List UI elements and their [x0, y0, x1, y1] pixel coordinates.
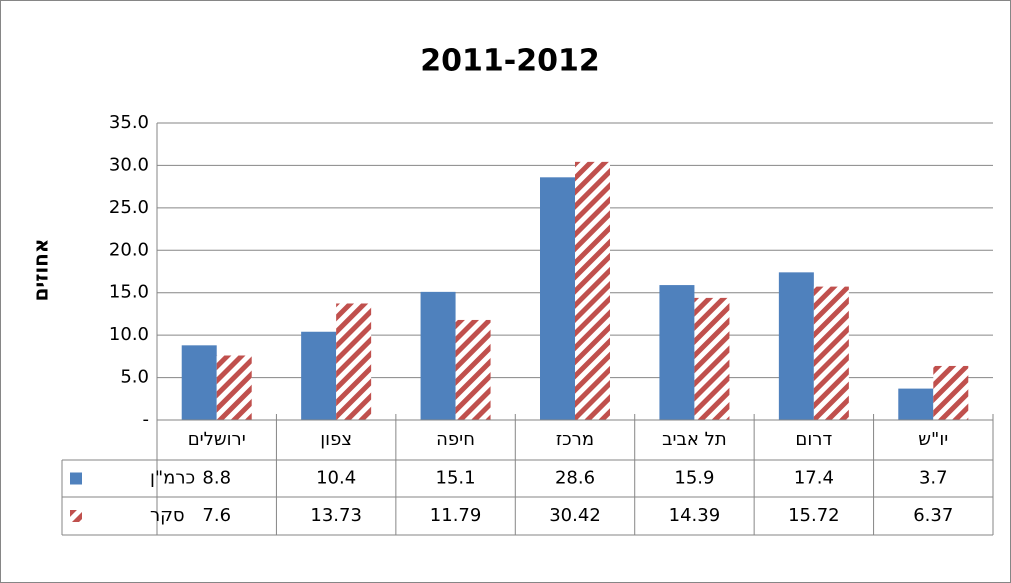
category-label: יו"ש — [918, 429, 948, 450]
bar — [216, 355, 252, 420]
legend-label: כרמ"ן — [150, 468, 195, 489]
chart-title: 2011-2012 — [420, 44, 599, 79]
table-value: 10.4 — [316, 468, 356, 489]
table-value: 6.37 — [913, 505, 953, 526]
table-value: 3.7 — [919, 468, 948, 489]
y-tick-label: 25.0 — [109, 197, 149, 218]
category-label: תל אביב — [662, 429, 727, 450]
category-label: דרום — [795, 429, 832, 450]
y-axis-label: אחוזים — [29, 239, 53, 302]
table-value: 7.6 — [202, 505, 231, 526]
bar — [933, 365, 969, 420]
table-value: 17.4 — [794, 468, 834, 489]
table-value: 13.73 — [310, 505, 362, 526]
y-tick-label: 20.0 — [109, 239, 149, 260]
legend-label: סקר — [150, 505, 185, 526]
table-value: 30.42 — [549, 505, 601, 526]
category-label: מרכז — [556, 429, 594, 450]
legend-key — [70, 472, 82, 485]
bar — [181, 345, 217, 420]
bar — [575, 161, 610, 421]
y-tick-label: 10.0 — [109, 324, 149, 345]
bar — [336, 303, 372, 420]
bar — [898, 388, 934, 420]
table-value: 15.1 — [436, 468, 476, 489]
category-label: צפון — [320, 429, 352, 450]
bar — [455, 319, 491, 420]
category-label: ירושלים — [188, 429, 246, 450]
category-label: חיפה — [436, 429, 475, 450]
bar — [420, 291, 456, 420]
table-value: 11.79 — [430, 505, 482, 526]
legend-key — [70, 510, 82, 522]
table-value: 28.6 — [555, 468, 595, 489]
bar — [813, 286, 849, 420]
y-tick-label: 5.0 — [120, 367, 149, 388]
y-tick-label: 30.0 — [109, 154, 149, 175]
bar — [659, 285, 695, 420]
y-tick-label: - — [143, 409, 150, 430]
y-tick-label: 15.0 — [109, 282, 149, 303]
table-value: 14.39 — [669, 505, 721, 526]
bar — [301, 331, 337, 420]
bar — [694, 297, 730, 420]
table-value: 15.9 — [674, 468, 714, 489]
bar — [540, 177, 575, 420]
y-tick-label: 35.0 — [109, 112, 149, 133]
table-value: 8.8 — [202, 468, 231, 489]
bar — [778, 272, 814, 420]
table-value: 15.72 — [788, 505, 840, 526]
